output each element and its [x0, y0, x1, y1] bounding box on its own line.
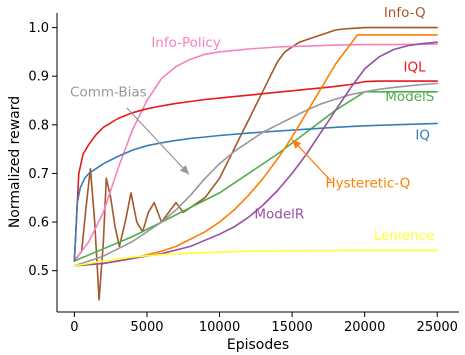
- y-tick-label: 1.0: [28, 21, 49, 36]
- series-line-info-policy: [73, 43, 439, 262]
- series-line-info-q: [73, 26, 439, 301]
- y-tick-label: 0.8: [28, 118, 49, 133]
- y-tick-label: 0.5: [28, 264, 49, 279]
- annotation-arrow-hysteretic-q: [291, 138, 332, 182]
- series-line-iq: [73, 122, 439, 262]
- x-tick-label: 25000: [417, 320, 458, 335]
- x-ticks: 0 5000 10000 15000 20000 25000: [70, 312, 458, 335]
- annotation-arrows: [126, 107, 332, 182]
- y-tick-label: 0.9: [28, 70, 49, 85]
- series-line-comm-bias: [73, 82, 439, 267]
- x-axis-title: Episodes: [227, 337, 289, 353]
- series-label-models: ModelS: [385, 89, 434, 105]
- y-tick-label: 0.7: [28, 167, 49, 182]
- series-labels: Info-Q Info-Policy IQL ModelS IQ Comm-Bias Hys…: [70, 5, 434, 244]
- x-tick-label: 20000: [344, 320, 385, 335]
- series-label-modelr: ModelR: [254, 207, 304, 223]
- x-tick-label: 0: [70, 320, 78, 335]
- series-line-modelr: [73, 41, 439, 267]
- series-line-lenience: [73, 249, 439, 267]
- series-line-models: [73, 91, 439, 262]
- annotation-arrow-comm-bias: [126, 107, 190, 175]
- series-label-lenience: Lenience: [374, 228, 435, 244]
- series-label-iql: IQL: [403, 59, 426, 75]
- y-axis-title: Normalized reward: [7, 96, 23, 228]
- y-tick-label: 0.6: [28, 216, 49, 231]
- series-lines: [73, 26, 439, 301]
- annotation-arrowhead-comm-bias: [180, 165, 190, 175]
- series-line-hysteretic-q: [73, 34, 439, 267]
- series-line-iql: [73, 80, 439, 262]
- series-label-info-policy: Info-Policy: [151, 35, 221, 51]
- x-tick-label: 15000: [271, 320, 312, 335]
- chart-axes: [56, 13, 459, 313]
- annotation-arrowhead-hysteretic-q: [292, 139, 302, 149]
- series-label-iq: IQ: [415, 127, 430, 143]
- y-ticks: 0.5 0.6 0.7 0.8 0.9 1.0: [28, 21, 57, 279]
- x-tick-label: 10000: [199, 320, 240, 335]
- series-label-info-q: Info-Q: [384, 5, 426, 21]
- series-label-comm-bias: Comm-Bias: [70, 85, 147, 101]
- series-label-hysteretic-q: Hysteretic-Q: [325, 176, 410, 192]
- x-tick-label: 5000: [130, 320, 163, 335]
